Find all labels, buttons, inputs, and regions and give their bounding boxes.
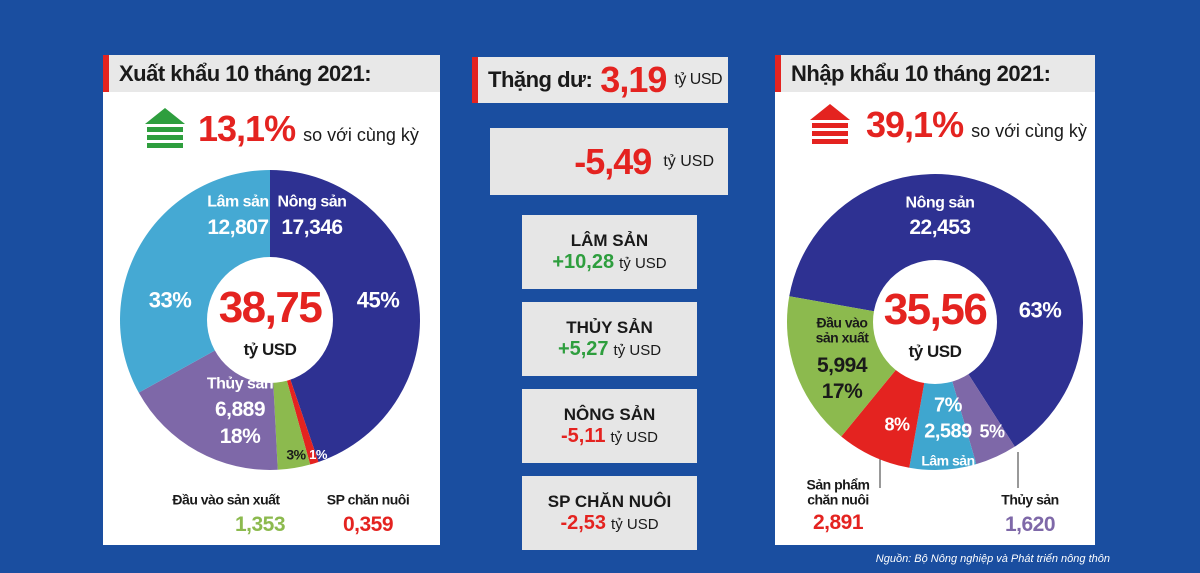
category-label: Nông sản [905, 194, 975, 212]
item-value-row: -5,11 tỷ USD [561, 425, 658, 448]
item-box: SP CHĂN NUÔI -2,53 tỷ USD [522, 476, 697, 550]
value-label: 22,453 [909, 215, 971, 239]
up-arrow-icon [145, 108, 185, 148]
value-label: 6,889 [214, 397, 266, 421]
value-label: 1,353 [234, 512, 286, 536]
percent-label: 45% [356, 287, 400, 313]
item-value-row: -2,53 tỷ USD [560, 512, 658, 535]
item-value: -2,53 [560, 511, 607, 534]
value-label: 0,359 [342, 512, 394, 536]
item-value-row: +10,28 tỷ USD [552, 251, 666, 274]
category-label: Sản phẩm chăn nuôi [806, 476, 870, 507]
item-value: -5,11 [561, 424, 606, 447]
item-box: NÔNG SẢN -5,11 tỷ USD [522, 389, 697, 463]
value-label: 2,589 [924, 420, 972, 443]
up-arrow-icon [810, 104, 850, 144]
surplus-value: 3,19 [600, 59, 667, 100]
change-text: so với cùng kỳ [971, 121, 1087, 141]
total-value: 35,56 [883, 284, 988, 334]
value-label: 12,807 [207, 215, 269, 239]
category-label: Đầu vào sản xuất [815, 314, 869, 345]
percent-label: 1% [309, 447, 327, 463]
surplus-box: Thặng dư: 3,19 tỷ USD [472, 57, 728, 103]
category-label: Lâm sản [207, 193, 269, 211]
surplus-label: Thặng dư: [488, 67, 593, 92]
change-value: 39,1% [866, 104, 964, 145]
import-title: Nhập khẩu 10 tháng 2021: [775, 55, 1095, 92]
change-text: so với cùng kỳ [303, 125, 419, 145]
total-unit: tỷ USD [243, 340, 297, 360]
percent-label: 33% [148, 287, 192, 313]
item-value: +10,28 [552, 250, 615, 273]
percent-label: 7% [934, 394, 962, 417]
value-label: 5,994 [816, 353, 868, 377]
category-label: SP chăn nuôi [326, 491, 410, 508]
total-unit: tỷ USD [908, 342, 962, 362]
item-box: THỦY SẢN +5,27 tỷ USD [522, 302, 697, 376]
source: Nguồn: Bộ Nông nghiệp và Phát triển nông… [875, 553, 1110, 565]
surplus-change-unit: tỷ USD [663, 152, 714, 170]
item-unit: tỷ USD [619, 254, 667, 272]
percent-label: 18% [219, 424, 261, 448]
surplus-unit: tỷ USD [674, 71, 723, 88]
export-title: Xuất khẩu 10 tháng 2021: [103, 55, 440, 92]
category-label: Nông sản [277, 193, 347, 211]
item-name: THỦY SẢN [566, 317, 653, 337]
item-name: SP CHĂN NUÔI [547, 491, 672, 511]
percent-label: 17% [821, 379, 863, 403]
export-change: 13,1% so với cùng kỳ [198, 108, 419, 150]
item-unit: tỷ USD [611, 515, 659, 533]
value-label: 2,891 [812, 510, 864, 534]
item-box: LÂM SẢN +10,28 tỷ USD [522, 215, 697, 289]
donut-hole [873, 260, 997, 384]
item-value: +5,27 [557, 337, 609, 360]
slice [909, 322, 977, 470]
item-unit: tỷ USD [610, 428, 658, 446]
category-label: Thủy sản [206, 375, 274, 393]
surplus-change-value: -5,49 [574, 140, 652, 182]
value-label: 17,346 [281, 215, 343, 239]
import-change: 39,1% so với cùng kỳ [866, 104, 1087, 146]
percent-label: 63% [1018, 297, 1062, 323]
change-value: 13,1% [198, 108, 296, 149]
donut-hole [207, 257, 333, 383]
total-value: 38,75 [218, 282, 323, 332]
value-label: 1,620 [1004, 512, 1056, 536]
percent-label: 8% [884, 414, 910, 435]
slice [270, 170, 421, 462]
item-name: LÂM SẢN [570, 230, 649, 250]
item-value-row: +5,27 tỷ USD [558, 338, 661, 361]
surplus-change-box: -5,49 tỷ USD [490, 128, 728, 195]
item-unit: tỷ USD [613, 341, 662, 359]
category-label: Đầu vào sản xuất [172, 491, 280, 508]
percent-label: 3% [286, 446, 306, 463]
item-name: NÔNG SẢN [563, 404, 656, 424]
percent-label: 5% [979, 421, 1005, 442]
category-label: Thủy sản [1001, 491, 1059, 508]
category-label: Lâm sản [921, 452, 975, 469]
